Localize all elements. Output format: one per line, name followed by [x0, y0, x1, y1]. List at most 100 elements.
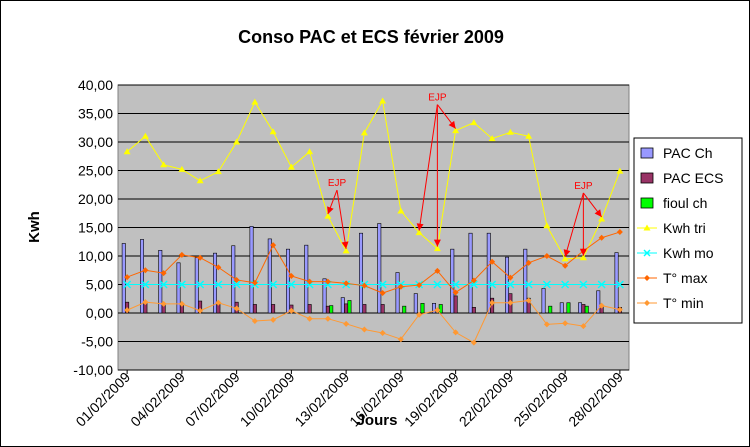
point-kwh-mo: [579, 280, 588, 289]
point-t-min: [270, 316, 277, 323]
bar-pac-ch: [559, 302, 564, 314]
annotation-arrowhead: [594, 209, 602, 217]
point-kwh-tri: [123, 148, 131, 155]
point-kwh-tri: [598, 215, 606, 222]
line-t-min: [126, 299, 620, 344]
point-t-min: [306, 315, 313, 322]
annotation-ejp: EJP: [328, 178, 347, 189]
point-t-min: [580, 323, 587, 330]
bar-pac-ecs: [581, 304, 586, 314]
point-t-min: [343, 320, 350, 327]
x-axis-label: Jours: [357, 412, 398, 429]
point-t-min: [124, 307, 131, 314]
point-kwh-tri: [488, 135, 496, 142]
bar-pac-ch: [505, 256, 510, 314]
bar-pac-ch: [578, 302, 583, 314]
point-kwh-tri: [141, 132, 149, 139]
point-kwh-tri: [543, 222, 551, 229]
point-kwh-tri: [196, 177, 204, 184]
point-kwh-mo: [378, 280, 387, 289]
point-t-min: [489, 299, 496, 306]
point-kwh-mo: [488, 280, 497, 289]
point-kwh-tri: [433, 245, 441, 252]
point-t-max: [562, 262, 569, 269]
point-kwh-mo: [214, 280, 223, 289]
bar-fioul-ch: [402, 305, 407, 314]
legend-marker-kwh-mo: [643, 249, 651, 257]
annotation-arrow: [336, 190, 347, 249]
point-t-max: [124, 274, 131, 281]
annotation-arrowhead: [579, 248, 587, 256]
bar-pac-ecs: [362, 304, 367, 314]
bar-pac-ch: [304, 244, 309, 314]
point-t-min: [434, 307, 441, 314]
point-t-max: [489, 258, 496, 265]
point-t-max: [215, 264, 222, 271]
y-tick-label: 20,00: [78, 191, 113, 207]
point-kwh-mo: [141, 280, 150, 289]
point-t-min: [416, 311, 423, 318]
annotation-arrow: [418, 104, 438, 231]
point-kwh-tri: [579, 254, 587, 261]
bar-pac-ecs: [453, 295, 458, 314]
point-t-min: [233, 305, 240, 312]
point-t-max: [434, 267, 441, 274]
point-t-max: [416, 282, 423, 289]
point-t-max: [233, 276, 240, 283]
point-t-max: [525, 259, 532, 266]
point-kwh-mo: [597, 280, 606, 289]
chart-title: Conso PAC et ECS février 2009: [238, 27, 504, 47]
point-t-min: [470, 339, 477, 346]
annotation-arrowhead: [341, 241, 349, 249]
legend-swatch-fioul-ch: [640, 197, 654, 209]
point-t-max: [507, 274, 514, 281]
point-t-min: [142, 299, 149, 306]
point-t-min: [197, 307, 204, 314]
legend-box: [633, 137, 743, 324]
y-tick-label: 35,00: [78, 106, 113, 122]
y-tick-label: 0,00: [86, 305, 113, 321]
point-kwh-mo: [123, 280, 132, 289]
legend-label-t-max: T° max: [663, 270, 708, 286]
x-tick-label: 07/02/2009: [182, 369, 243, 430]
point-t-min: [525, 297, 532, 304]
bar-pac-ecs: [252, 304, 257, 314]
point-t-min: [598, 302, 605, 309]
point-kwh-tri: [306, 148, 314, 155]
point-t-min: [361, 326, 368, 333]
point-kwh-mo: [232, 280, 241, 289]
lines-layer: [123, 97, 624, 346]
bar-pac-ch: [322, 278, 327, 314]
legend-label-t-min: T° min: [663, 295, 704, 311]
annotation-arrowhead: [448, 120, 456, 129]
bar-pac-ch: [541, 288, 546, 314]
x-tick-label: 10/02/2009: [237, 369, 298, 430]
bar-fioul-ch: [548, 305, 553, 314]
bar-pac-ch: [140, 239, 145, 314]
point-kwh-tri: [616, 167, 624, 174]
point-t-max: [379, 290, 386, 297]
bar-pac-ecs: [471, 306, 476, 314]
bar-pac-ch: [377, 223, 382, 314]
bar-fioul-ch: [438, 304, 443, 314]
bar-pac-ch: [340, 297, 345, 314]
point-kwh-tri: [525, 132, 533, 139]
point-kwh-mo: [177, 280, 186, 289]
annotation-arrowhead: [327, 206, 334, 215]
annotation-arrowhead: [563, 249, 571, 257]
point-t-max: [270, 242, 277, 249]
line-t-max: [126, 231, 621, 294]
bar-pac-ecs: [344, 303, 349, 314]
point-t-max: [324, 278, 331, 285]
point-kwh-mo: [451, 280, 460, 289]
point-kwh-tri: [561, 255, 569, 262]
bar-pac-ecs: [307, 304, 312, 314]
point-t-min: [379, 329, 386, 336]
bar-pac-ch: [359, 232, 364, 314]
y-tick-label: -10,00: [73, 362, 113, 378]
annotation-arrowhead: [416, 223, 424, 231]
point-kwh-mo: [615, 280, 624, 289]
y-tick-label: 30,00: [78, 134, 113, 150]
